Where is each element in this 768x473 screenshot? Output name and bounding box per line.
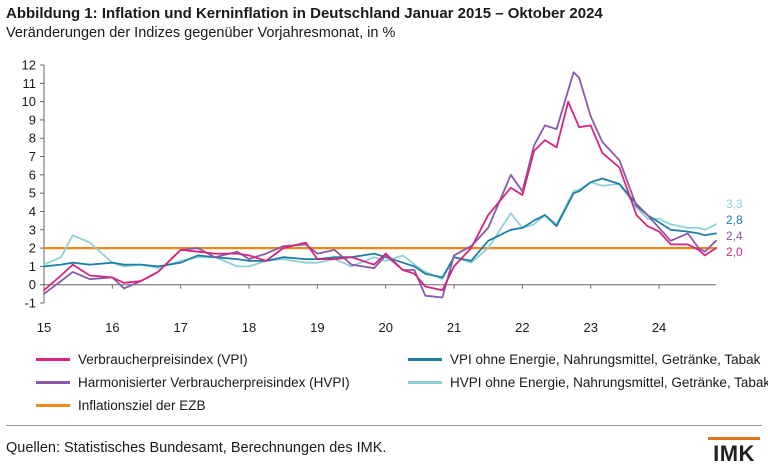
x-tick-label: 15 bbox=[37, 320, 51, 335]
x-tick-label: 23 bbox=[583, 320, 597, 335]
y-tick-label: 3 bbox=[29, 222, 36, 237]
legend-label-hvpi: Harmonisierter Verbraucherpreisindex (HV… bbox=[78, 375, 350, 390]
x-tick-label: 20 bbox=[378, 320, 392, 335]
x-tick-label: 21 bbox=[447, 320, 461, 335]
legend-item-vpi-core: VPI ohne Energie, Nahrungsmittel, Geträn… bbox=[408, 352, 760, 367]
y-tick-label: 12 bbox=[22, 58, 36, 73]
legend-label-hvpi-core: HVPI ohne Energie, Nahrungsmittel, Geträ… bbox=[450, 375, 768, 390]
logo-accent-bar bbox=[708, 437, 760, 440]
end-value-label: 3,3 bbox=[726, 197, 743, 211]
x-tick-label: 18 bbox=[242, 320, 256, 335]
imk-logo: IMK bbox=[708, 437, 760, 467]
source-note: Quellen: Statistisches Bundesamt, Berech… bbox=[6, 440, 387, 456]
legend-swatch-hvpi bbox=[36, 381, 70, 384]
y-tick-label: 11 bbox=[23, 76, 37, 91]
legend-item-vpi: Verbraucherpreisindex (VPI) bbox=[36, 352, 248, 367]
y-tick-label: 2 bbox=[29, 241, 36, 256]
end-value-label: 2,8 bbox=[726, 213, 743, 227]
legend-label-vpi-core: VPI ohne Energie, Nahrungsmittel, Geträn… bbox=[450, 352, 761, 367]
series-line-vpi bbox=[43, 100, 717, 292]
y-tick-label: 1 bbox=[29, 259, 36, 274]
y-tick-label: 9 bbox=[29, 112, 36, 127]
legend-swatch-vpi bbox=[36, 358, 70, 361]
chart-title: Abbildung 1: Inflation und Kerninflation… bbox=[6, 5, 603, 22]
y-tick-label: 10 bbox=[22, 94, 36, 109]
y-tick-label: 4 bbox=[29, 204, 36, 219]
legend-swatch-vpi-core bbox=[408, 358, 442, 361]
legend-swatch-hvpi-core bbox=[408, 381, 442, 384]
x-tick-label: 16 bbox=[105, 320, 119, 335]
y-tick-label: 8 bbox=[29, 131, 36, 146]
end-value-label: 2,4 bbox=[726, 229, 743, 243]
y-tick-label: 5 bbox=[29, 186, 36, 201]
legend-label-vpi: Verbraucherpreisindex (VPI) bbox=[78, 352, 248, 367]
chart-subtitle: Veränderungen der Indizes gegenüber Vorj… bbox=[6, 25, 396, 41]
legend-label-ezb: Inflationsziel der EZB bbox=[78, 398, 206, 413]
logo-text: IMK bbox=[713, 441, 755, 466]
y-tick-label: 7 bbox=[29, 149, 36, 164]
legend-item-hvpi: Harmonisierter Verbraucherpreisindex (HV… bbox=[36, 375, 350, 390]
footer-divider bbox=[6, 425, 762, 426]
legend-item-ezb: Inflationsziel der EZB bbox=[36, 398, 206, 413]
y-tick-label: -1 bbox=[24, 296, 36, 311]
legend-swatch-ezb bbox=[36, 404, 70, 407]
x-tick-label: 24 bbox=[652, 320, 666, 335]
end-value-label: 2,0 bbox=[726, 245, 743, 259]
y-tick-label: 6 bbox=[29, 167, 36, 182]
x-tick-label: 22 bbox=[515, 320, 529, 335]
x-tick-label: 19 bbox=[310, 320, 324, 335]
x-tick-label: 17 bbox=[173, 320, 187, 335]
series-line-vpi-core bbox=[43, 177, 717, 279]
legend-item-hvpi-core: HVPI ohne Energie, Nahrungsmittel, Geträ… bbox=[408, 375, 768, 390]
y-tick-label: 0 bbox=[29, 277, 36, 292]
